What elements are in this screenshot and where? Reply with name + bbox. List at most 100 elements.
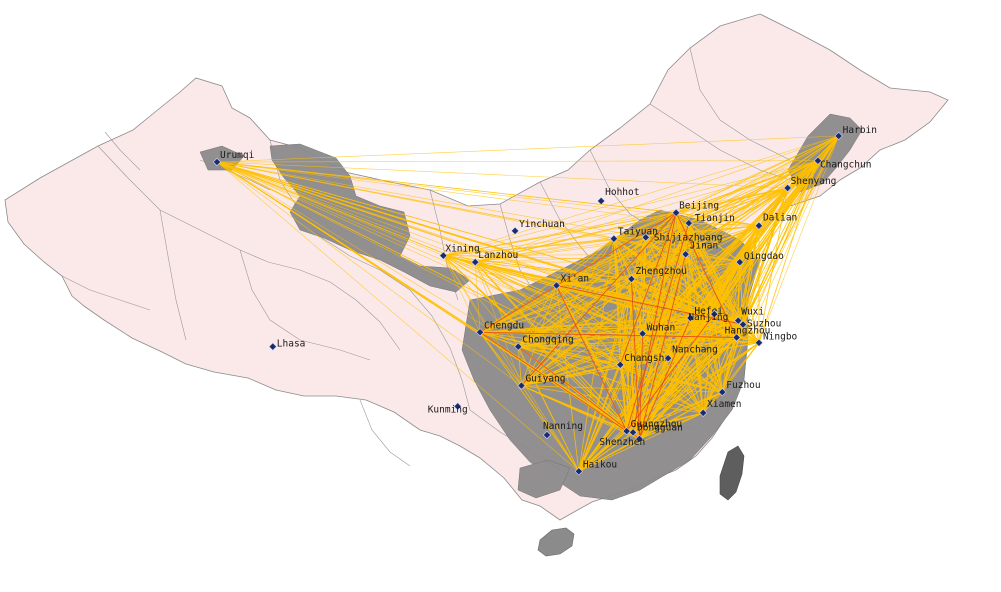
route-line bbox=[639, 342, 760, 440]
city-label: Nanjing bbox=[688, 312, 728, 323]
city-label: Nanning bbox=[543, 421, 583, 432]
route-line bbox=[443, 212, 677, 256]
city-marker-icon bbox=[622, 426, 631, 436]
route-line bbox=[631, 212, 677, 280]
route-line bbox=[216, 161, 788, 189]
city-label: Dalian bbox=[763, 213, 797, 224]
route-line bbox=[479, 331, 723, 393]
route-line-secondary bbox=[479, 331, 627, 432]
route-line bbox=[639, 337, 737, 440]
route-line bbox=[675, 212, 744, 325]
route-line bbox=[613, 135, 839, 239]
route-line-secondary bbox=[632, 212, 677, 433]
city-marker-icon bbox=[754, 338, 764, 347]
route-line bbox=[639, 320, 739, 440]
city-changsha: Changsha bbox=[616, 353, 670, 369]
route-line bbox=[675, 135, 839, 214]
city-haikou: Haikou bbox=[574, 459, 617, 476]
route-line bbox=[739, 261, 760, 343]
city-marker-icon bbox=[783, 183, 792, 193]
route-line bbox=[521, 385, 580, 472]
city-taiyuan: Taiyuan bbox=[609, 227, 658, 243]
route-line bbox=[479, 332, 522, 386]
route-line bbox=[517, 346, 580, 472]
city-lhasa: Lhasa bbox=[268, 339, 305, 351]
route-line bbox=[521, 278, 632, 386]
city-marker-icon bbox=[735, 257, 744, 267]
city-marker-icon bbox=[574, 467, 583, 476]
city-marker-icon bbox=[609, 234, 619, 243]
route-line bbox=[518, 278, 632, 347]
city-hohhot: Hohhot bbox=[597, 187, 639, 206]
route-line bbox=[667, 324, 744, 359]
route-line bbox=[474, 261, 621, 366]
route-line bbox=[632, 342, 760, 433]
city-marker-icon bbox=[514, 342, 523, 351]
city-harbin: Harbin bbox=[834, 125, 877, 141]
city-wuhan: Wuhan bbox=[638, 323, 675, 338]
city-hefei: Hefei bbox=[686, 306, 723, 323]
route-line bbox=[475, 261, 632, 280]
route-line bbox=[578, 324, 744, 472]
city-ningbo: Ningbo bbox=[754, 332, 798, 347]
route-line bbox=[620, 324, 744, 366]
city-xining: Xining bbox=[439, 244, 480, 260]
route-line bbox=[631, 278, 737, 338]
city-marker-icon bbox=[686, 313, 695, 323]
route-line bbox=[642, 187, 788, 334]
route-line bbox=[216, 161, 632, 280]
route-line bbox=[216, 161, 759, 226]
route-line bbox=[631, 253, 686, 280]
route-line bbox=[443, 255, 580, 472]
route-line bbox=[556, 222, 690, 286]
city-chengdu: Chengdu bbox=[475, 320, 524, 337]
route-line bbox=[479, 331, 621, 366]
route-line bbox=[675, 212, 741, 263]
route-line bbox=[518, 135, 839, 347]
route-line bbox=[216, 160, 818, 163]
city-nanchang: Nanchang bbox=[664, 344, 718, 363]
route-line-secondary bbox=[619, 212, 677, 365]
route-line bbox=[443, 255, 621, 366]
route-line bbox=[578, 337, 737, 472]
route-line bbox=[578, 432, 634, 472]
city-label: Qingdao bbox=[744, 251, 784, 262]
route-line bbox=[620, 364, 704, 414]
route-line bbox=[578, 438, 640, 472]
route-line bbox=[631, 278, 669, 359]
route-line bbox=[714, 135, 839, 315]
route-line bbox=[631, 135, 839, 280]
route-line bbox=[631, 278, 744, 325]
route-line bbox=[613, 212, 677, 240]
route-line bbox=[632, 324, 744, 433]
route-line bbox=[714, 313, 760, 344]
city-label: Haikou bbox=[583, 459, 617, 470]
route-line bbox=[517, 285, 557, 347]
city-label: Xi'an bbox=[561, 274, 590, 285]
route-line-secondary bbox=[480, 331, 737, 338]
city-label: Lanzhou bbox=[478, 250, 518, 261]
city-dalian: Dalian bbox=[754, 213, 797, 230]
route-line bbox=[518, 313, 715, 347]
city-suzhou: Suzhou bbox=[738, 319, 781, 330]
route-line bbox=[216, 161, 689, 224]
route-line bbox=[216, 161, 643, 334]
route-line bbox=[479, 324, 744, 333]
city-marker-icon bbox=[635, 434, 644, 444]
city-lanzhou: Lanzhou bbox=[471, 250, 518, 267]
route-line bbox=[613, 222, 689, 240]
route-line bbox=[721, 160, 819, 393]
city-label: Chongqing bbox=[522, 335, 573, 346]
route-line bbox=[639, 324, 744, 440]
city-label: Yinchuan bbox=[519, 219, 565, 230]
city-marker-icon bbox=[699, 408, 708, 418]
route-line bbox=[642, 317, 691, 334]
city-label: Kunming bbox=[428, 404, 468, 415]
city-label: Changsha bbox=[624, 353, 670, 364]
route-line bbox=[443, 255, 669, 359]
city-marker-icon bbox=[681, 250, 690, 259]
route-line bbox=[626, 278, 632, 432]
route-line bbox=[742, 187, 789, 325]
route-line bbox=[443, 255, 522, 386]
route-line bbox=[556, 285, 580, 472]
